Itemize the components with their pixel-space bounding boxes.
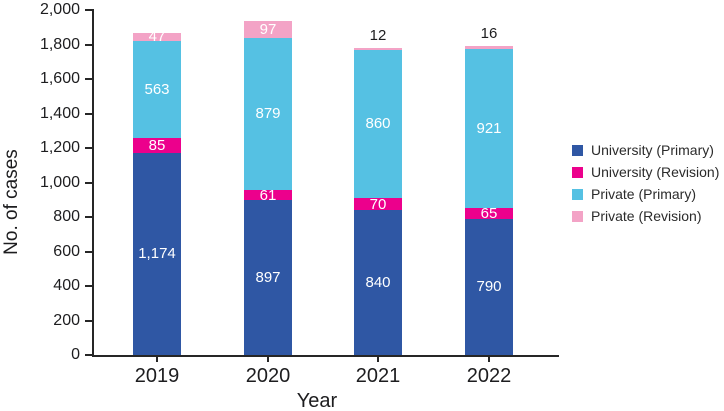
bar-segment-value-above: 16 [480,24,498,42]
bar-segment-value: 85 [148,136,166,154]
legend-color-swatch [572,144,583,156]
bar-segment: 921 [465,48,513,208]
y-axis-tick [85,43,94,46]
y-axis-tick-label: 1,800 [39,35,80,53]
bar-segment-value: 97 [259,21,277,39]
legend-color-swatch [572,188,583,200]
x-axis-tick [156,355,158,362]
bar-segment-value: 563 [144,80,170,98]
bar-segment-value: 897 [255,269,281,287]
y-axis-tick [85,250,94,253]
bar-segment-value: 921 [476,119,502,137]
bar-segment-value: 879 [255,105,281,123]
y-axis-tick-label: 400 [53,277,80,294]
y-axis-tick-label: 200 [53,311,80,329]
bar-segment: 97 [244,21,292,39]
y-axis-tick-label: 1,200 [39,139,80,156]
bar-segment: 563 [133,40,181,138]
legend-color-swatch [572,210,583,222]
y-axis-tick-label: 800 [53,208,80,225]
y-axis-tick [85,285,94,287]
bar-segment: 790 [465,218,513,355]
x-axis-tick-label: 2021 [355,365,401,387]
y-axis-tick [85,78,94,80]
bar-segment: 47 [133,29,181,44]
bar-segment-value: 65 [480,204,498,222]
bar-segment-value: 47 [148,28,166,46]
y-axis-tick-label: 2,000 [39,1,80,18]
y-axis-tick [85,319,94,322]
legend-item: University (Revision) [572,161,719,183]
y-axis-tick [85,147,94,149]
bar-segment: 897 [244,200,292,355]
legend-item: Private (Primary) [572,183,719,205]
y-axis-tick-label: 600 [53,242,80,260]
y-axis-tick [85,181,94,184]
x-axis-tick [267,355,269,362]
y-axis-tick-label: 1,600 [39,70,80,87]
legend-item: Private (Revision) [572,205,719,227]
bar-segment-value: 61 [259,186,277,204]
y-axis-tick [85,216,94,218]
bar-segment-value: 790 [476,278,502,296]
bar-segment [354,47,402,50]
legend-color-swatch [572,166,583,178]
bar-segment: 65 [465,204,513,222]
bar-segment: 1,174 [133,152,181,355]
bar-segment-value: 840 [365,274,391,292]
x-axis-tick-label: 2020 [245,365,291,387]
legend-item-label: Private (Revision) [591,208,702,224]
x-axis-tick-label: 2022 [466,365,512,387]
y-axis-title: No. of cases [1,149,22,255]
bar-segment: 879 [244,38,292,190]
x-axis-tick [377,355,379,362]
legend: University (Primary) University (Revision… [572,139,719,227]
x-axis-tick [488,355,490,362]
bar-segment-value: 1,174 [138,245,176,263]
bar-segment: 85 [133,138,181,153]
x-axis-title: Year [296,390,338,411]
bar-segment: 840 [354,210,402,355]
bar-segment-value: 860 [365,115,391,133]
bar-segment-value: 70 [369,195,387,213]
bar-segment: 70 [354,195,402,213]
legend-item-label: University (Revision) [591,164,720,180]
bar-segment-value-above: 12 [369,26,387,44]
bar-segment [465,45,513,49]
legend-item-label: Private (Primary) [591,186,697,202]
x-axis-tick-label: 2019 [134,365,180,387]
y-axis-tick-label: 1,000 [39,173,80,191]
y-axis-tick-label: 0 [71,346,80,363]
y-axis-tick [85,112,94,115]
bar-segment: 61 [244,186,292,204]
y-axis-tick [85,9,94,11]
plot-area: 0 200 400 600 800 1,000 1,200 1,400 1,600 1,800 2,… [40,1,559,387]
legend-item: University (Primary) [572,139,719,161]
y-axis-tick-label: 1,400 [39,104,80,122]
bar-segment: 860 [354,49,402,199]
legend-item-label: University (Primary) [591,142,714,158]
y-axis-tick [85,354,94,356]
